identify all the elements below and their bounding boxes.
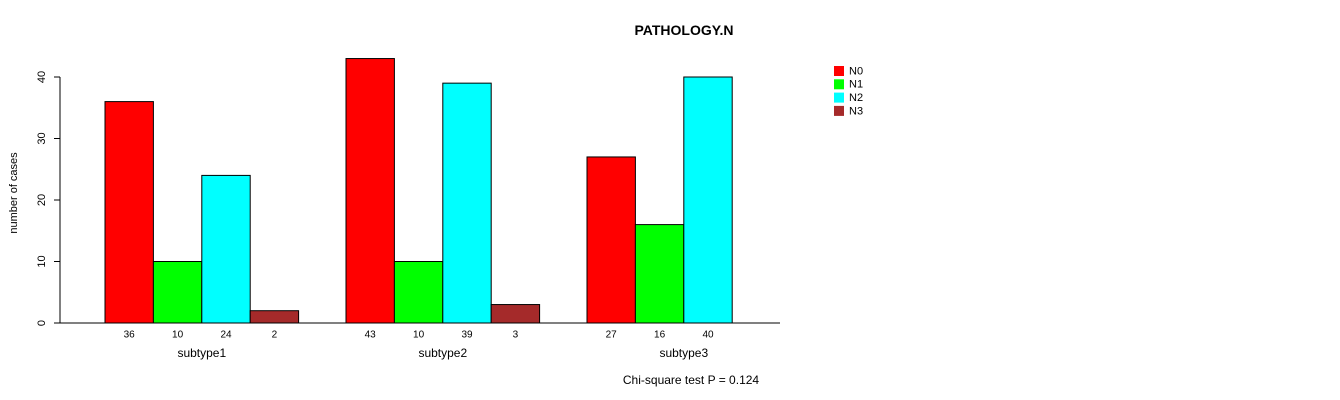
legend-swatch-N0 [834, 66, 844, 76]
y-tick-label: 0 [36, 320, 48, 326]
bar-value-label: 43 [365, 330, 377, 341]
bar-value-label: 39 [461, 330, 473, 341]
legend-label-N0: N0 [849, 65, 863, 77]
category-label: subtype1 [177, 346, 226, 360]
bar-subtype1-N0 [104, 101, 154, 324]
chart-title: PATHOLOGY.N [634, 22, 733, 38]
value-labels: 36 10 24 2 43 10 39 3 27 16 40 [124, 330, 714, 341]
bars [104, 58, 733, 324]
y-axis-title: number of cases [8, 152, 20, 234]
y-tick-label: 30 [36, 132, 48, 144]
bar-subtype3-N1 [634, 224, 685, 324]
legend-swatch-N3 [834, 105, 844, 116]
y-tick-label: 40 [36, 71, 48, 83]
bar-value-label: 10 [172, 330, 184, 341]
bar-subtype2-N1 [393, 261, 444, 324]
legend-label-N1: N1 [849, 79, 863, 91]
bar-subtype1-N1 [152, 261, 203, 324]
legend-swatch-N2 [834, 92, 844, 103]
legend-swatch-N1 [834, 79, 844, 90]
bar-value-label: 3 [513, 330, 519, 341]
bar-subtype2-N0 [345, 58, 395, 324]
bar-subtype2-N2 [442, 82, 492, 324]
bar-value-label: 2 [272, 330, 278, 341]
y-tick-label: 20 [36, 194, 48, 206]
bar-subtype3-N2 [683, 76, 733, 324]
legend-label-N3: N3 [849, 105, 863, 117]
bar-value-label: 40 [702, 330, 714, 341]
bar-value-label: 27 [606, 330, 618, 341]
bar-value-label: 10 [413, 330, 425, 341]
category-label: subtype2 [418, 346, 467, 360]
bar-value-label: 36 [124, 330, 136, 341]
bar-subtype1-N2 [201, 174, 251, 324]
y-axis: 0 10 20 30 40 [36, 71, 61, 326]
bar-value-label: 24 [220, 330, 232, 341]
y-tick-label: 10 [36, 255, 48, 267]
bar-value-label: 16 [654, 330, 666, 341]
bar-subtype1-N3 [249, 310, 300, 324]
bar-subtype3-N0 [586, 156, 636, 324]
chi-square-footnote: Chi-square test P = 0.124 [623, 373, 760, 387]
bar-subtype2-N3 [490, 304, 541, 324]
legend-label-N2: N2 [849, 92, 863, 104]
category-label: subtype3 [659, 346, 708, 360]
category-labels: subtype1 subtype2 subtype3 [177, 346, 708, 360]
